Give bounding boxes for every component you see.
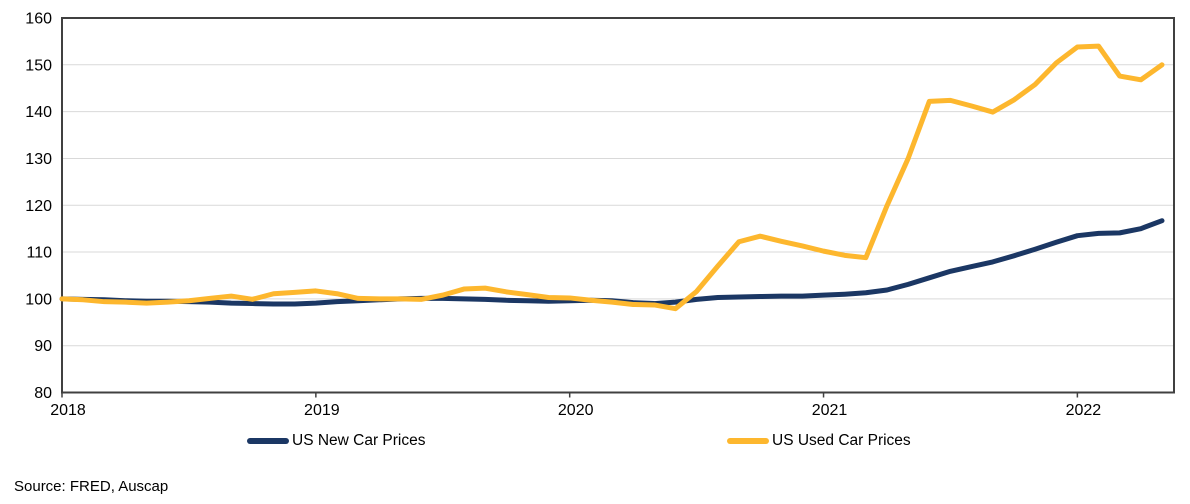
legend-label-new-car-prices: US New Car Prices xyxy=(292,432,426,449)
plot-border xyxy=(61,17,1175,394)
y-tick-label-130: 130 xyxy=(25,151,52,168)
x-tick-label-2022: 2022 xyxy=(1066,402,1102,419)
x-tick-label-2018: 2018 xyxy=(50,402,86,419)
new-car-line-swatch-icon xyxy=(247,438,289,444)
series-line-used-car-prices xyxy=(59,43,1165,312)
y-tick-label-160: 160 xyxy=(25,11,52,28)
y-tick-label-80: 80 xyxy=(34,385,52,402)
y-tick-label-90: 90 xyxy=(34,338,52,355)
y-tick-label-120: 120 xyxy=(25,198,52,215)
y-tick-label-150: 150 xyxy=(25,57,52,74)
series-line-new-car-prices xyxy=(59,218,1165,307)
y-tick-label-100: 100 xyxy=(25,291,52,308)
x-tick-label-2020: 2020 xyxy=(558,402,594,419)
x-tick-label-2021: 2021 xyxy=(812,402,848,419)
source-note: Source: FRED, Auscap xyxy=(14,478,169,495)
y-tick-label-110: 110 xyxy=(26,245,52,262)
x-tick-label-2019: 2019 xyxy=(304,402,340,419)
y-tick-label-140: 140 xyxy=(25,104,52,121)
legend-item-new-car-prices: US New Car Prices xyxy=(247,432,426,450)
used-car-line-swatch-icon xyxy=(727,438,769,444)
legend-label-used-car-prices: US Used Car Prices xyxy=(772,432,911,449)
legend-item-used-car-prices: US Used Car Prices xyxy=(727,432,911,450)
